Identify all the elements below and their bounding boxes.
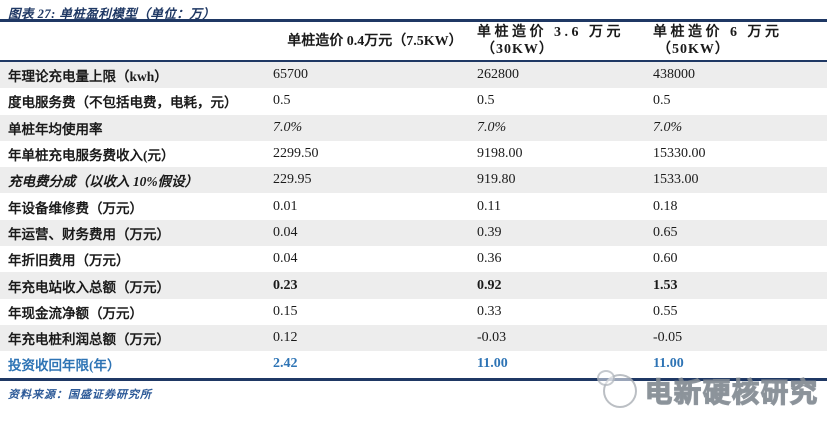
- row-label: 年设备维修费（万元）: [8, 200, 143, 216]
- cell-value: 0.01: [273, 198, 298, 214]
- column-header-50kw: 单桩造价 6 万元 （50KW）: [653, 22, 827, 60]
- row-label: 年理论充电量上限（kwh）: [8, 69, 168, 85]
- cell-value: 0.23: [273, 277, 298, 293]
- column-header-label: 单桩造价 3.6 万元: [477, 25, 624, 40]
- cell-value: -0.05: [653, 330, 683, 346]
- cell-value: 7.0%: [653, 119, 683, 135]
- cell-value: 0.65: [653, 224, 678, 240]
- table-row-utilization-rate: 单桩年均使用率 7.0% 7.0% 7.0%: [0, 114, 827, 141]
- table-row-operating-finance-cost: 年运营、财务费用（万元） 0.04 0.39 0.65: [0, 219, 827, 247]
- cell-value: 11.00: [477, 356, 508, 372]
- table-row-annual-charge-limit: 年理论充电量上限（kwh） 65700 262800 438000: [0, 62, 827, 89]
- table-row-net-cash-flow: 年现金流净额（万元） 0.15 0.33 0.55: [0, 299, 827, 325]
- table-header-row: 单桩造价 0.4万元（7.5KW） 单桩造价 3.6 万元 （30KW） 单桩造…: [0, 22, 827, 60]
- cell-value: 0.55: [653, 303, 678, 319]
- table-row-maintenance-cost: 年设备维修费（万元） 0.01 0.11 0.18: [0, 193, 827, 219]
- column-header-label: 单桩造价 6 万元: [653, 25, 783, 40]
- row-label: 年运营、财务费用（万元）: [8, 226, 170, 242]
- column-header-sublabel: （50KW）: [657, 42, 730, 57]
- top-divider: [0, 19, 827, 22]
- row-label: 充电费分成（以收入 10%假设）: [8, 174, 199, 190]
- cell-value: 438000: [653, 67, 695, 83]
- table-row-fee-split: 充电费分成（以收入 10%假设） 229.95 919.80 1533.00: [0, 167, 827, 194]
- cell-value: 0.12: [273, 330, 298, 346]
- cell-value: 919.80: [477, 172, 516, 188]
- row-label: 年单桩充电服务费收入(元）: [8, 148, 175, 164]
- cell-value: 1533.00: [653, 172, 699, 188]
- cell-value: 0.60: [653, 251, 678, 267]
- figure-title: 图表 27: 单桩盈利模型（单位：万）: [8, 7, 216, 21]
- cell-value: 0.39: [477, 224, 502, 240]
- column-header-7-5kw: 单桩造价 0.4万元（7.5KW）: [273, 22, 477, 60]
- row-label: 年现金流净额（万元）: [8, 305, 143, 321]
- cell-value: 2.42: [273, 356, 298, 372]
- cell-value: 229.95: [273, 172, 312, 188]
- row-label: 单桩年均使用率: [8, 121, 103, 137]
- cell-value: 11.00: [653, 356, 684, 372]
- header-spacer: [0, 22, 273, 60]
- header-divider: [0, 60, 827, 62]
- cell-value: 15330.00: [653, 146, 706, 162]
- cell-value: 1.53: [653, 277, 678, 293]
- cell-value: 7.0%: [477, 119, 507, 135]
- cell-value: 7.0%: [273, 119, 303, 135]
- cell-value: 0.11: [477, 198, 501, 214]
- cell-value: -0.03: [477, 330, 507, 346]
- cell-value: 0.04: [273, 251, 298, 267]
- bottom-divider: [0, 377, 827, 381]
- cell-value: 65700: [273, 67, 308, 83]
- table-row-payback-period: 投资收回年限(年） 2.42 11.00 11.00: [0, 351, 827, 377]
- row-label: 投资收回年限(年）: [8, 358, 121, 374]
- cell-value: 2299.50: [273, 146, 319, 162]
- data-source-note: 资料来源：国盛证券研究所: [8, 388, 152, 401]
- table-row-total-pile-profit: 年充电桩利润总额（万元） 0.12 -0.03 -0.05: [0, 324, 827, 352]
- cell-value: 0.04: [273, 224, 298, 240]
- row-label: 年充电站收入总额（万元）: [8, 279, 170, 295]
- table-row-annual-service-revenue: 年单桩充电服务费收入(元） 2299.50 9198.00 15330.00: [0, 141, 827, 167]
- table-row-total-station-income: 年充电站收入总额（万元） 0.23 0.92 1.53: [0, 272, 827, 299]
- column-header-30kw: 单桩造价 3.6 万元 （30KW）: [477, 22, 653, 60]
- cell-value: 0.5: [477, 93, 495, 109]
- cell-value: 0.92: [477, 277, 502, 293]
- cell-value: 0.33: [477, 303, 502, 319]
- table-row-depreciation-cost: 年折旧费用（万元） 0.04 0.36 0.60: [0, 246, 827, 272]
- row-label: 年折旧费用（万元）: [8, 253, 130, 269]
- row-label: 年充电桩利润总额（万元）: [8, 332, 170, 348]
- cell-value: 0.15: [273, 303, 298, 319]
- cell-value: 0.18: [653, 198, 678, 214]
- cell-value: 0.36: [477, 251, 502, 267]
- table-row-service-fee-per-kwh: 度电服务费（不包括电费，电耗，元） 0.5 0.5 0.5: [0, 88, 827, 114]
- cell-value: 0.5: [653, 93, 671, 109]
- cell-value: 0.5: [273, 93, 291, 109]
- column-header-label: 单桩造价 0.4万元（7.5KW）: [287, 33, 463, 49]
- cell-value: 262800: [477, 67, 519, 83]
- cell-value: 9198.00: [477, 146, 523, 162]
- column-header-sublabel: （30KW）: [481, 42, 554, 57]
- row-label: 度电服务费（不包括电费，电耗，元）: [8, 95, 238, 111]
